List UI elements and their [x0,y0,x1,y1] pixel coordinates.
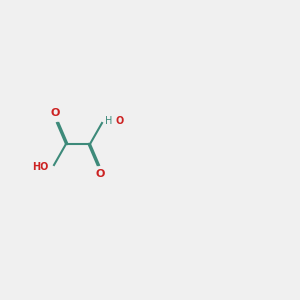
Text: O: O [96,169,105,179]
Text: H: H [105,116,112,127]
Text: O: O [116,116,124,127]
Text: O: O [51,109,60,118]
Text: HO: HO [32,161,49,172]
